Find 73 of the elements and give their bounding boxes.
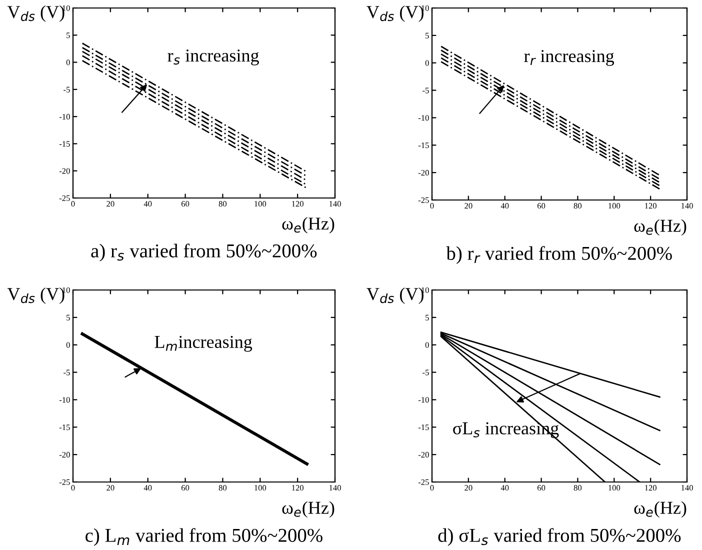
annotation: r$_{s}$ increasing [168, 50, 259, 66]
x-tick-label: 100 [254, 201, 266, 207]
x-axis-title: ω$_{e}$(Hz) [634, 219, 686, 236]
y-tick-label: 0 [425, 60, 429, 66]
y-tick-label: 0 [66, 60, 70, 66]
x-tick-label: 0 [430, 203, 434, 209]
y-tick-label: -10 [59, 114, 70, 120]
x-tick-label: 120 [292, 485, 304, 491]
x-tick-label: 100 [608, 203, 620, 209]
x-tick-label: 60 [537, 203, 546, 209]
x-tick-label: 120 [645, 485, 657, 491]
x-tick-label: 80 [574, 203, 582, 209]
y-tick-label: -20 [59, 168, 70, 174]
text: c) L$_{m}$ varied from 50%~200% [86, 528, 322, 546]
x-tick-label: 80 [218, 485, 227, 491]
x-tick-label: 40 [144, 485, 152, 491]
y-tick-label: 0 [425, 342, 429, 348]
y-tick-label: 5 [66, 32, 70, 38]
y-tick-label: 5 [426, 32, 429, 38]
x-tick-label: 80 [574, 485, 582, 491]
y-tick-label: -25 [59, 479, 70, 485]
x-tick-label: 140 [681, 203, 693, 209]
y-tick-label: -15 [418, 424, 429, 430]
x-axis-title: ω$_{e}$(Hz) [282, 217, 334, 234]
y-tick-label: -20 [418, 452, 429, 458]
y-tick-label: -5 [422, 88, 429, 94]
y-tick-label: 0 [66, 342, 70, 348]
x-tick-label: 20 [464, 203, 472, 209]
x-tick-label: 80 [218, 201, 227, 207]
y-tick-label: -25 [418, 479, 429, 485]
y-tick-label: -10 [418, 397, 429, 403]
x-tick-label: 140 [681, 485, 693, 491]
x-tick-label: 0 [71, 201, 75, 207]
y-tick-label: -5 [64, 86, 70, 92]
x-tick-label: 140 [329, 201, 341, 207]
text: b) r$_{r}$ varied from 50%~200% [446, 246, 672, 264]
x-tick-label: 60 [537, 485, 546, 491]
x-tick-label: 20 [464, 485, 472, 491]
y-tick-label: -5 [422, 370, 429, 376]
y-tick-label: -5 [64, 370, 70, 376]
x-tick-label: 60 [181, 201, 190, 207]
y-tick-label: -20 [418, 170, 429, 176]
x-axis-title: ω$_{e}$(Hz) [634, 501, 686, 518]
y-tick-label: -15 [59, 424, 70, 430]
x-tick-label: 20 [106, 201, 114, 207]
y-tick-label: -15 [418, 142, 429, 148]
y-tick-label: -25 [59, 195, 70, 201]
text: d) σL$_{s}$ varied from 50%~200% [438, 528, 681, 546]
y-tick-label: -10 [59, 397, 70, 403]
y-tick-label: 5 [426, 314, 429, 320]
annotation: r$_{r}$ increasing [524, 50, 614, 66]
x-tick-label: 140 [329, 485, 341, 491]
x-tick-label: 100 [608, 485, 620, 491]
y-tick-label: 5 [66, 314, 70, 320]
y-tick-label: -20 [59, 452, 70, 458]
x-tick-label: 100 [254, 485, 266, 491]
x-tick-label: 40 [500, 485, 509, 491]
annotation: L$_{m}$increasing [154, 336, 252, 352]
x-tick-label: 120 [645, 203, 657, 209]
x-tick-label: 120 [292, 201, 304, 207]
x-tick-label: 20 [106, 485, 114, 491]
x-tick-label: 60 [181, 485, 190, 491]
y-tick-label: 10 [62, 5, 70, 11]
y-tick-label: -15 [59, 141, 70, 147]
y-tick-label: -25 [418, 197, 429, 203]
x-axis-title: ω$_{e}$(Hz) [282, 501, 334, 518]
text: a) r$_{s}$ varied from 50%~200% [91, 244, 317, 262]
y-tick-label: 10 [62, 287, 70, 293]
x-tick-label: 40 [500, 203, 509, 209]
x-tick-label: 40 [144, 201, 152, 207]
x-tick-label: 0 [430, 485, 434, 491]
y-tick-label: -10 [418, 115, 429, 121]
x-tick-label: 0 [71, 485, 75, 491]
